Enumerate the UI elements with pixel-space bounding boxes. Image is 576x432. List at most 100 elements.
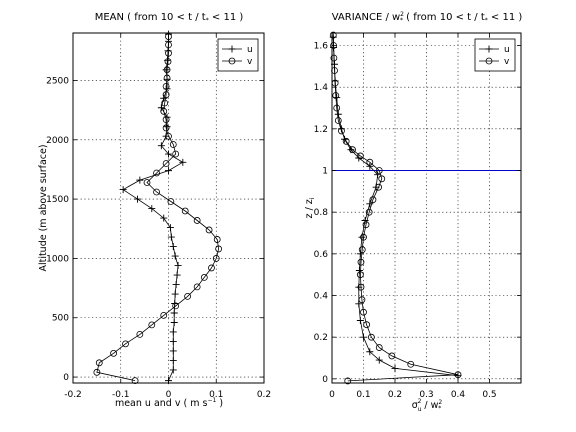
mean-legend-box <box>217 38 259 72</box>
variance-ticks: 0 0.1 0.2 0.3 0.4 0.5 0 0.2 0.4 0.6 0.8 1 1.2 1.4 1.6 <box>314 33 521 400</box>
mean-series-u-point <box>169 356 177 364</box>
mean-series-u-point <box>133 195 141 203</box>
mean-y-tick-label: 1500 <box>46 195 69 205</box>
variance-series-v-point <box>366 158 374 166</box>
mean-series-v-point <box>131 377 139 385</box>
variance-y-tick-label: 1.2 <box>314 125 328 135</box>
mean-series-v-point <box>165 41 172 49</box>
variance-x-tick-label: 0.2 <box>388 390 402 400</box>
mean-series-u-point <box>169 337 177 345</box>
mean-series-v-point <box>213 236 221 243</box>
mean-series-v-point <box>162 160 170 167</box>
variance-series-u-point <box>366 162 374 170</box>
variance-series-v-point <box>365 208 373 216</box>
variance-panel: 0 0.1 0.2 0.3 0.4 0.500.20.40.60.811.21.41.6 … <box>304 11 522 413</box>
mean-series-u-point <box>169 347 177 355</box>
variance-series-u-point <box>355 300 363 308</box>
mean-legend-label: u <box>247 45 253 55</box>
variance-legend-label: v <box>504 57 510 67</box>
mean-y-tick-label: 500 <box>52 314 69 324</box>
mean-series-v-point <box>163 66 171 74</box>
mean-series-v-point <box>153 188 160 196</box>
mean-series-v-point <box>181 207 189 215</box>
variance-series-u-point <box>360 333 367 341</box>
mean-x-tick-label: 0.1 <box>209 390 223 400</box>
mean-series-v-point <box>208 264 215 272</box>
mean-legend: uv <box>217 38 259 72</box>
mean-series-v-point <box>160 107 168 115</box>
mean-legend-marker <box>228 45 236 53</box>
mean-x-axis-label: mean u and v ( m s−1 ) <box>115 397 223 409</box>
mean-series-v-point <box>136 330 144 338</box>
mean-series-v-point <box>215 245 223 253</box>
variance-y-tick-label: 0.6 <box>314 250 329 260</box>
variance-series-u-point <box>366 200 374 208</box>
mean-series-v-point <box>162 91 170 99</box>
variance-series-u-point <box>334 110 342 118</box>
variance-series-u-point <box>333 94 341 102</box>
mean-series-v-point <box>160 311 168 319</box>
variance-x-tick-label: 0.4 <box>451 390 466 400</box>
mean-legend-marker <box>228 57 236 65</box>
mean-series-v-point <box>167 198 175 205</box>
mean-ticks: -0.2 -0.1 0 0.1 0.2 0 500 1000 1500 2000 2500 <box>46 33 271 400</box>
variance-x-tick-label: 0.1 <box>356 390 370 400</box>
mean-series-u-point <box>171 252 179 260</box>
variance-series-v-point <box>358 246 366 254</box>
mean-series-v-point <box>164 58 172 65</box>
variance-series-v-point <box>378 175 386 183</box>
variance-series-u-point <box>391 364 399 372</box>
mean-series-u-point <box>169 328 177 336</box>
variance-series-v-point <box>388 352 396 360</box>
variance-series-u-point <box>355 154 363 162</box>
mean-series-v-point <box>193 217 201 224</box>
mean-y-tick-label: 2500 <box>46 76 69 86</box>
mean-y-axis-label: Altitude (m above surface) <box>38 144 49 271</box>
mean-y-tick-label: 1000 <box>46 254 69 264</box>
variance-series-u-point <box>356 250 364 258</box>
variance-series-v-point <box>360 308 367 316</box>
mean-series-v-point <box>205 226 213 234</box>
variance-series-v-point <box>375 344 383 351</box>
mean-legend-label: v <box>247 57 253 67</box>
mean-series-u-point <box>172 281 180 289</box>
variance-y-tick-label: 0 <box>322 375 328 385</box>
variance-series-v-point <box>369 196 377 204</box>
variance-y-tick-label: 1.6 <box>314 42 329 52</box>
variance-series-v-point <box>375 183 383 191</box>
mean-series-v-point <box>161 99 169 107</box>
mean-series-v-point <box>122 340 129 348</box>
variance-series-u-point <box>374 171 382 179</box>
mean-series-v-point <box>93 368 101 376</box>
mean-series-u-point <box>119 186 127 194</box>
variance-series-v-line <box>332 35 459 382</box>
variance-series-v-point <box>363 321 371 329</box>
variance-y-tick-label: 0.8 <box>314 208 329 218</box>
variance-x-tick-label: 0.5 <box>482 390 496 400</box>
mean-x-tick-label: 0.2 <box>257 390 271 400</box>
variance-series-v-point <box>349 146 356 154</box>
mean-series-v-point <box>172 150 180 158</box>
mean-series <box>93 30 223 385</box>
mean-chart-title: MEAN ( from 10 < t / t* < 11 ) <box>95 12 244 24</box>
variance-series-v-point <box>330 54 338 62</box>
variance-series-u-point <box>375 356 383 364</box>
variance-series-v-point <box>362 221 370 229</box>
variance-chart-title: VARIANCE / w2 * ( from 10 < t / t* < 11 ) <box>332 11 523 24</box>
variance-series-v-point <box>407 360 415 368</box>
variance-series-v-point <box>330 42 337 49</box>
mean-series-v-point <box>153 169 160 177</box>
mean-series-v-point <box>212 255 220 262</box>
mean-series-u-point <box>157 104 165 112</box>
variance-series-v-point <box>333 104 341 112</box>
mean-series-v-point <box>184 292 192 300</box>
mean-series-u-point <box>163 123 171 131</box>
variance-legend-marker <box>485 45 493 53</box>
mean-x-tick-label: -0.2 <box>64 390 82 400</box>
variance-series-v-point <box>356 271 364 279</box>
variance-legend-marker <box>485 57 493 65</box>
variance-series-v-point <box>329 31 337 39</box>
